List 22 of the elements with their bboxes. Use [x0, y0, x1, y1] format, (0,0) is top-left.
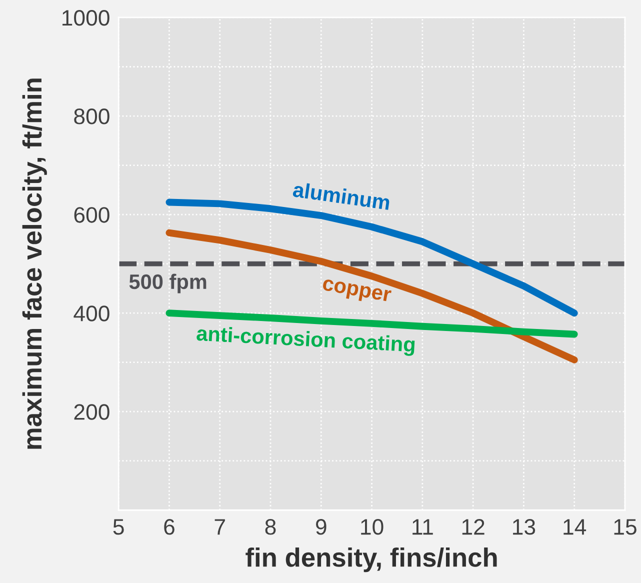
x-tick-label: 5 — [113, 519, 124, 535]
x-tick-label: 7 — [214, 519, 225, 535]
x-tick-label: 6 — [164, 519, 174, 535]
x-tick-label: 11 — [412, 519, 433, 535]
x-tick-label: 15 — [614, 519, 636, 535]
text: copper — [322, 278, 392, 306]
y-tick-label: 800 — [74, 108, 110, 124]
x-tick-label: 10 — [361, 519, 384, 535]
text: aluminum — [292, 182, 390, 210]
y-tick-label: 200 — [74, 404, 110, 420]
x-axis-title: fin density, fins/inch — [246, 548, 497, 572]
x-tick-label: 14 — [564, 519, 586, 535]
y-tick-label: 600 — [74, 207, 110, 223]
x-tick-label: 8 — [265, 519, 276, 535]
series-label: anti-corrosion coating — [196, 325, 415, 356]
ref-line-label: 500 fpm — [129, 274, 206, 294]
x-tick-label: 9 — [316, 519, 326, 535]
y-tick-label: 400 — [74, 306, 110, 322]
y-tick-label: 1000 — [62, 10, 110, 26]
x-tick-label: 13 — [513, 519, 536, 535]
y-axis-title: maximum face velocity, ft/min — [22, 78, 47, 449]
x-tick-label: 12 — [462, 519, 484, 535]
